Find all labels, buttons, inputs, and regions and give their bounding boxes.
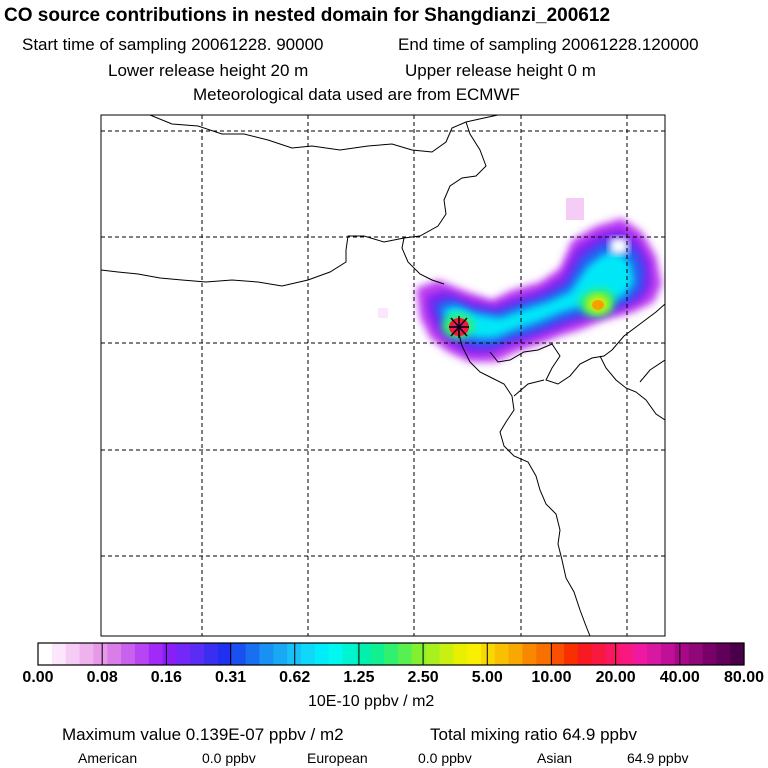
colorbar-cell: [425, 643, 441, 665]
colorbar-cell: [384, 643, 399, 665]
lower-release-height-text: Lower release height 20 m: [108, 61, 309, 80]
colorbar-cell: [148, 643, 164, 665]
colorbar-cell: [453, 643, 468, 665]
colorbar-tick-label: 1.25: [343, 669, 375, 686]
colorbar-cell: [356, 643, 371, 665]
release-site-marker: [449, 316, 469, 338]
colorbar-tick-label: 0.16: [150, 669, 182, 686]
colorbar-cell: [93, 643, 108, 665]
colorbar-cell: [577, 643, 593, 665]
colorbar-cell: [480, 643, 496, 665]
colorbar-cell: [522, 643, 537, 665]
colorbar-tick-label: 80.00: [723, 669, 765, 686]
colorbar-cell: [204, 643, 219, 665]
colorbar-cell: [231, 643, 247, 665]
colorbar-tick-label: 10.00: [531, 669, 572, 686]
colorbar-cell: [314, 643, 330, 665]
colorbar-cell: [591, 643, 607, 665]
colorbar-cell: [370, 643, 385, 665]
colorbar-cell: [176, 643, 191, 665]
colorbar-cell: [660, 643, 676, 665]
european-label: European: [307, 750, 368, 766]
colorbar-tick-label: 20.00: [595, 669, 636, 686]
start-time-text: Start time of sampling 20061228. 90000: [22, 35, 324, 54]
plot-title: CO source contributions in nested domain…: [4, 5, 611, 26]
coastline-borders: [101, 115, 665, 636]
colorbar-tick-label: 0.00: [22, 669, 54, 686]
colorbar-cell: [564, 643, 579, 665]
colorbar-cell: [730, 643, 745, 665]
total-mixing-ratio-text: Total mixing ratio 64.9 ppbv: [430, 725, 637, 744]
colorbar-cell: [273, 643, 288, 665]
colorbar-cell: [550, 643, 565, 665]
colorbar: [38, 643, 745, 665]
colorbar-tick-label: 0.08: [86, 669, 118, 686]
met-data-text: Meteorological data used are from ECMWF: [193, 85, 520, 104]
colorbar-cell: [51, 643, 67, 665]
colorbar-cell: [467, 643, 482, 665]
colorbar-ticks: [37, 643, 745, 665]
asian-label: Asian: [537, 750, 573, 766]
map-gridlines: [101, 115, 665, 636]
colorbar-cell: [508, 643, 524, 665]
colorbar-cell: [328, 643, 344, 665]
american-label: American: [78, 750, 138, 766]
colorbar-cell: [245, 643, 261, 665]
colorbar-cell: [134, 643, 150, 665]
asian-value: 64.9 ppbv: [627, 750, 689, 766]
end-time-text: End time of sampling 20061228.120000: [398, 35, 699, 54]
colorbar-cell: [301, 643, 316, 665]
colorbar-cell: [688, 643, 704, 665]
colorbar-cell: [674, 643, 690, 665]
colorbar-cell: [619, 643, 634, 665]
colorbar-cell: [65, 643, 81, 665]
colorbar-cell: [633, 643, 648, 665]
colorbar-tick-label: 5.00: [471, 669, 503, 686]
plume-field: [378, 198, 662, 362]
colorbar-cell: [38, 643, 53, 665]
plume-speck: [566, 198, 584, 220]
colorbar-cell: [190, 643, 205, 665]
plume-hole: [610, 238, 628, 254]
colorbar-cell: [121, 643, 136, 665]
colorbar-cell: [411, 643, 427, 665]
plume-cyan-layer: [442, 252, 634, 338]
colorbar-cell: [217, 643, 233, 665]
map-frame: [100, 114, 666, 637]
colorbar-cell: [79, 643, 94, 665]
colorbar-cell: [259, 643, 274, 665]
colorbar-cell: [162, 643, 178, 665]
colorbar-cell: [716, 643, 731, 665]
colorbar-tick-label: 40.00: [659, 669, 700, 686]
colorbar-cell: [702, 643, 717, 665]
plume-speck: [378, 308, 388, 318]
colorbar-cell: [342, 643, 357, 665]
american-value: 0.0 ppbv: [202, 750, 256, 766]
colorbar-tick-label: 0.62: [279, 669, 311, 686]
colorbar-cell: [494, 643, 510, 665]
upper-release-height-text: Upper release height 0 m: [405, 61, 596, 80]
colorbar-cell: [605, 643, 621, 665]
european-value: 0.0 ppbv: [418, 750, 472, 766]
colorbar-cell: [647, 643, 662, 665]
colorbar-tick-label: 0.31: [214, 669, 247, 686]
colorbar-cell: [107, 643, 122, 665]
colorbar-cell: [439, 643, 454, 665]
colorbar-cell: [397, 643, 413, 665]
maximum-value-text: Maximum value 0.139E-07 ppbv / m2: [62, 725, 344, 744]
colorbar-tick-label: 2.50: [407, 669, 439, 686]
colorbar-unit-label: 10E-10 ppbv / m2: [308, 693, 435, 710]
plume-orange-spot: [592, 300, 604, 310]
colorbar-cell: [536, 643, 551, 665]
